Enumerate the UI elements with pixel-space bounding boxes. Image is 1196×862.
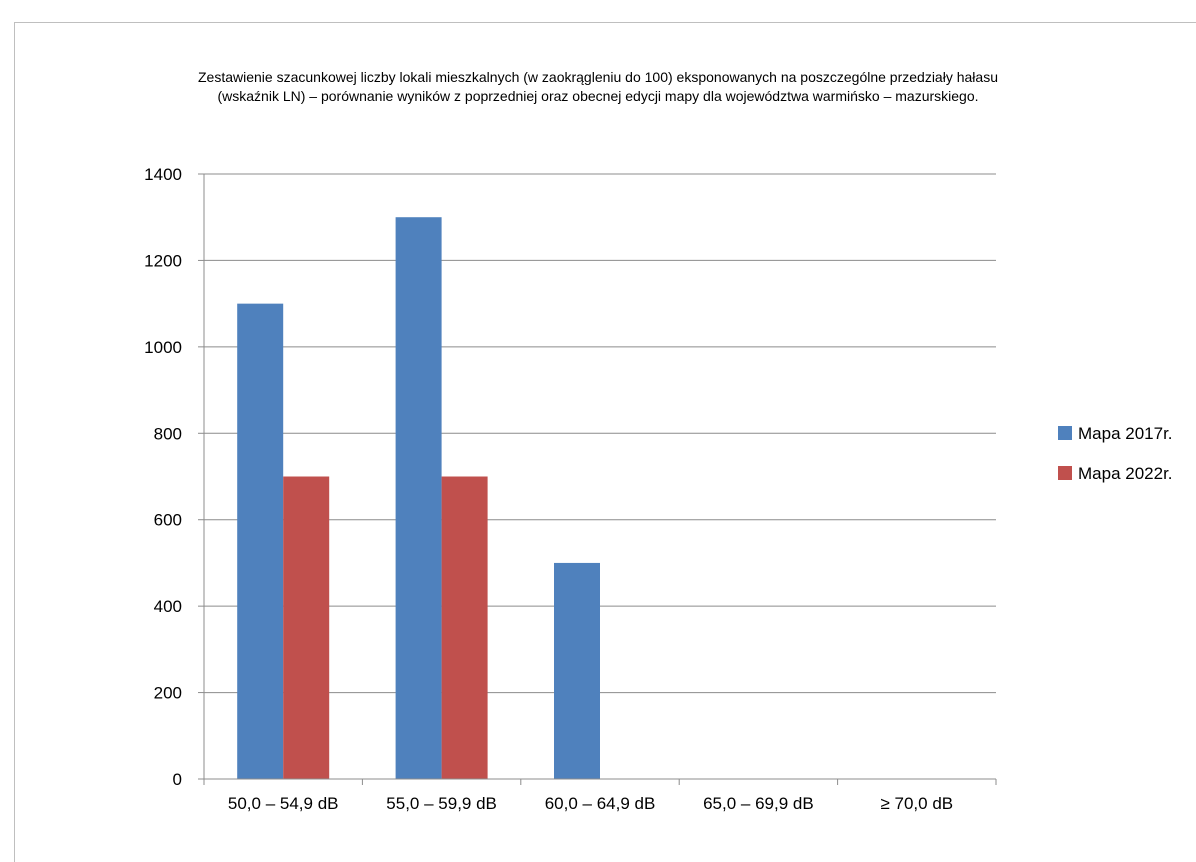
legend-swatch-1 [1058,466,1072,480]
chart-title-line-1: Zestawienie szacunkowej liczby lokali mi… [198,69,998,85]
chart-title: Zestawienie szacunkowej liczby lokali mi… [0,68,1196,106]
x-tick-label: ≥ 70,0 dB [880,794,953,813]
bar-2022-0 [283,476,330,779]
legend-label-1: Mapa 2022r. [1078,464,1173,483]
bars [237,217,600,779]
x-tick-label: 50,0 – 54,9 dB [228,794,339,813]
axes [198,173,997,785]
bar-2022-1 [441,476,488,779]
y-tick-label: 600 [154,511,182,530]
bar-2017-2 [554,562,600,779]
x-tick-label: 65,0 – 69,9 dB [703,794,814,813]
y-tick-label: 400 [154,597,182,616]
y-tick-label: 1200 [144,251,182,270]
bar-2017-0 [237,303,284,779]
y-tick-label: 0 [173,770,182,789]
legend-label-0: Mapa 2017r. [1078,424,1173,443]
x-tick-label: 55,0 – 59,9 dB [386,794,497,813]
bar-2017-1 [395,217,442,779]
chart-title-line-2: (wskaźnik LN) – porównanie wyników z pop… [217,88,979,104]
x-tick-label: 60,0 – 64,9 dB [545,794,656,813]
y-tick-label: 200 [154,684,182,703]
x-tick-labels: 50,0 – 54,9 dB 55,0 – 59,9 dB 60,0 – 64,9 … [228,794,953,813]
bar-chart: 0 200 400 600 800 1000 1200 1400 50,0 – 54,9 dB… [144,165,1173,813]
y-tick-label: 1000 [144,338,182,357]
y-tick-labels: 0 200 400 600 800 1000 1200 1400 [144,165,182,789]
y-tick-label: 800 [154,424,182,443]
legend: Mapa 2017r. Mapa 2022r. [1058,424,1173,483]
chart-frame [14,22,1196,862]
legend-swatch-0 [1058,426,1072,440]
y-tick-label: 1400 [144,165,182,184]
